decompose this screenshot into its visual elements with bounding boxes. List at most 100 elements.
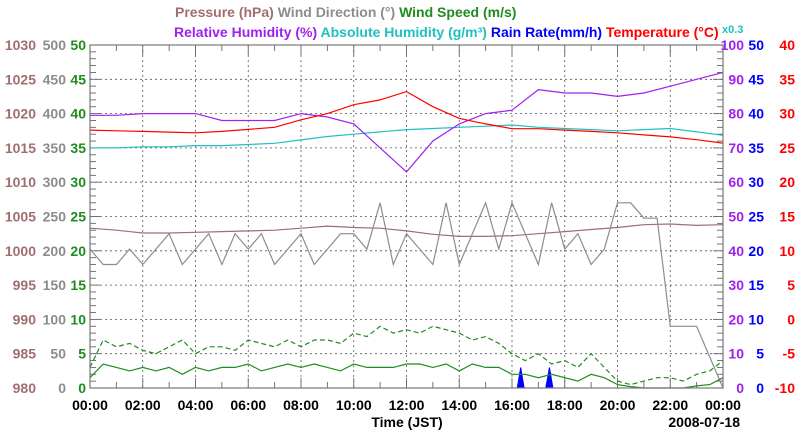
wind-direction-tick-label: 450	[43, 71, 67, 87]
temperature-tick-label: 15	[779, 209, 795, 225]
rain-rate-tick-label: 5	[756, 346, 764, 362]
wind-speed-tick-label: 45	[70, 71, 86, 87]
wind-speed-tick-label: 25	[70, 209, 86, 225]
series-absolute-humidity	[90, 124, 724, 149]
legend-pressure-hpa: Pressure (hPa)	[175, 4, 274, 20]
relative-humidity-tick-label: 50	[728, 209, 744, 225]
wind-speed-tick-label: 0	[78, 380, 86, 396]
x-tick-label: 16:00	[494, 397, 530, 413]
wind-direction-tick-label: 300	[43, 174, 67, 190]
wind-direction-tick-label: 500	[43, 37, 67, 53]
wind-speed-tick-label: 50	[70, 37, 86, 53]
temperature-tick-label: 5	[787, 277, 795, 293]
relative-humidity-tick-label: 60	[728, 174, 744, 190]
pressure-tick-label: 1010	[5, 174, 36, 190]
series-temperature	[89, 90, 724, 144]
x-tick-label: 12:00	[389, 397, 425, 413]
rain-rate-tick-label: 10	[748, 311, 764, 327]
legend-rain-rate-mm-h: Rain Rate(mm/h)	[491, 24, 602, 40]
legend-absolute-humidity-g-m: Absolute Humidity (g/m³)	[321, 24, 487, 40]
pressure-tick-label: 985	[13, 346, 37, 362]
temperature-tick-label: 30	[779, 106, 795, 122]
relative-humidity-tick-label: 0	[736, 380, 744, 396]
grid	[89, 44, 724, 389]
title-line: Relative Humidity (%) Absolute Humidity …	[174, 24, 719, 40]
plot-frame	[89, 44, 724, 389]
temperature-tick-label: -10	[775, 380, 795, 396]
pressure-tick-label: 995	[13, 277, 37, 293]
legend-relative-humidity: Relative Humidity (%)	[174, 24, 317, 40]
relative-humidity-tick-label: 100	[721, 37, 745, 53]
rain-rate-tick-label: 30	[748, 174, 764, 190]
wind-direction-tick-label: 150	[43, 277, 67, 293]
chart-title: Pressure (hPa) Wind Direction (°) Wind S…	[174, 4, 743, 40]
x-tick-label: 04:00	[178, 397, 214, 413]
x-tick-label: 10:00	[336, 397, 372, 413]
x-tick-label: 20:00	[600, 397, 636, 413]
pressure-tick-label: 980	[13, 380, 37, 396]
x-tick-label: 08:00	[283, 397, 319, 413]
temperature-tick-label: -5	[783, 346, 796, 362]
rain-rate-tick-label: 15	[748, 277, 764, 293]
wind-direction-tick-label: 350	[43, 140, 67, 156]
temperature-tick-label: 25	[779, 140, 795, 156]
wind-speed-tick-label: 30	[70, 174, 86, 190]
x-tick-label: 06:00	[230, 397, 266, 413]
pressure-tick-label: 1015	[5, 140, 36, 156]
rain-rate-tick-label: 25	[748, 209, 764, 225]
temperature-tick-label: 0	[787, 311, 795, 327]
relative-humidity-tick-label: 90	[728, 71, 744, 87]
axes: 9809859909951000100510101015102010251030…	[5, 37, 795, 430]
rain-rate-tick-label: 0	[756, 380, 764, 396]
wind-speed-tick-label: 20	[70, 243, 86, 259]
x-tick-label: 22:00	[652, 397, 688, 413]
relative-humidity-tick-label: 20	[728, 311, 744, 327]
abs-humidity-scale-note: x0.3	[722, 24, 743, 36]
temperature-tick-label: 35	[779, 71, 795, 87]
x-tick-label: 14:00	[441, 397, 477, 413]
pressure-tick-label: 1025	[5, 71, 36, 87]
relative-humidity-tick-label: 10	[728, 346, 744, 362]
wind-speed-tick-label: 5	[78, 346, 86, 362]
series-pressure	[89, 223, 724, 237]
pressure-tick-label: 990	[13, 311, 37, 327]
temperature-tick-label: 20	[779, 174, 795, 190]
rain-rate-tick-label: 45	[748, 71, 764, 87]
relative-humidity-tick-label: 80	[728, 106, 744, 122]
wind-speed-tick-label: 35	[70, 140, 86, 156]
wind-direction-tick-label: 250	[43, 209, 67, 225]
pressure-tick-label: 1020	[5, 106, 36, 122]
plot-area	[89, 71, 724, 389]
x-axis-label: Time (JST)	[371, 414, 442, 430]
x-tick-label: 18:00	[547, 397, 583, 413]
pressure-tick-label: 1005	[5, 209, 36, 225]
title-line: Pressure (hPa) Wind Direction (°) Wind S…	[175, 4, 516, 20]
x-tick-label: 00:00	[705, 397, 741, 413]
pressure-tick-label: 1000	[5, 243, 36, 259]
legend-wind-speed-m-s: Wind Speed (m/s)	[399, 4, 516, 20]
wind-speed-tick-label: 15	[70, 277, 86, 293]
wind-speed-tick-label: 10	[70, 311, 86, 327]
series-wind-speed-gust	[89, 325, 724, 386]
series-wind-direction	[89, 201, 724, 389]
rain-rate-tick-label: 20	[748, 243, 764, 259]
rain-rate-tick-label: 40	[748, 106, 764, 122]
x-tick-label: 02:00	[125, 397, 161, 413]
rain-rate-tick-label: 50	[748, 37, 764, 53]
pressure-tick-label: 1030	[5, 37, 36, 53]
series-wind-speed-avg	[89, 363, 724, 389]
rain-rate-tick-label: 35	[748, 140, 764, 156]
wind-speed-tick-label: 40	[70, 106, 86, 122]
relative-humidity-tick-label: 70	[728, 140, 744, 156]
wind-direction-tick-label: 200	[43, 243, 67, 259]
temperature-tick-label: 10	[779, 243, 795, 259]
wind-direction-tick-label: 400	[43, 106, 67, 122]
series-relative-humidity	[90, 71, 724, 173]
x-tick-label: 00:00	[72, 397, 108, 413]
temperature-tick-label: 40	[779, 37, 795, 53]
date-label: 2008-07-18	[668, 414, 740, 430]
wind-direction-tick-label: 100	[43, 311, 67, 327]
legend-wind-direction: Wind Direction (°)	[278, 4, 395, 20]
wind-direction-tick-label: 50	[50, 346, 66, 362]
